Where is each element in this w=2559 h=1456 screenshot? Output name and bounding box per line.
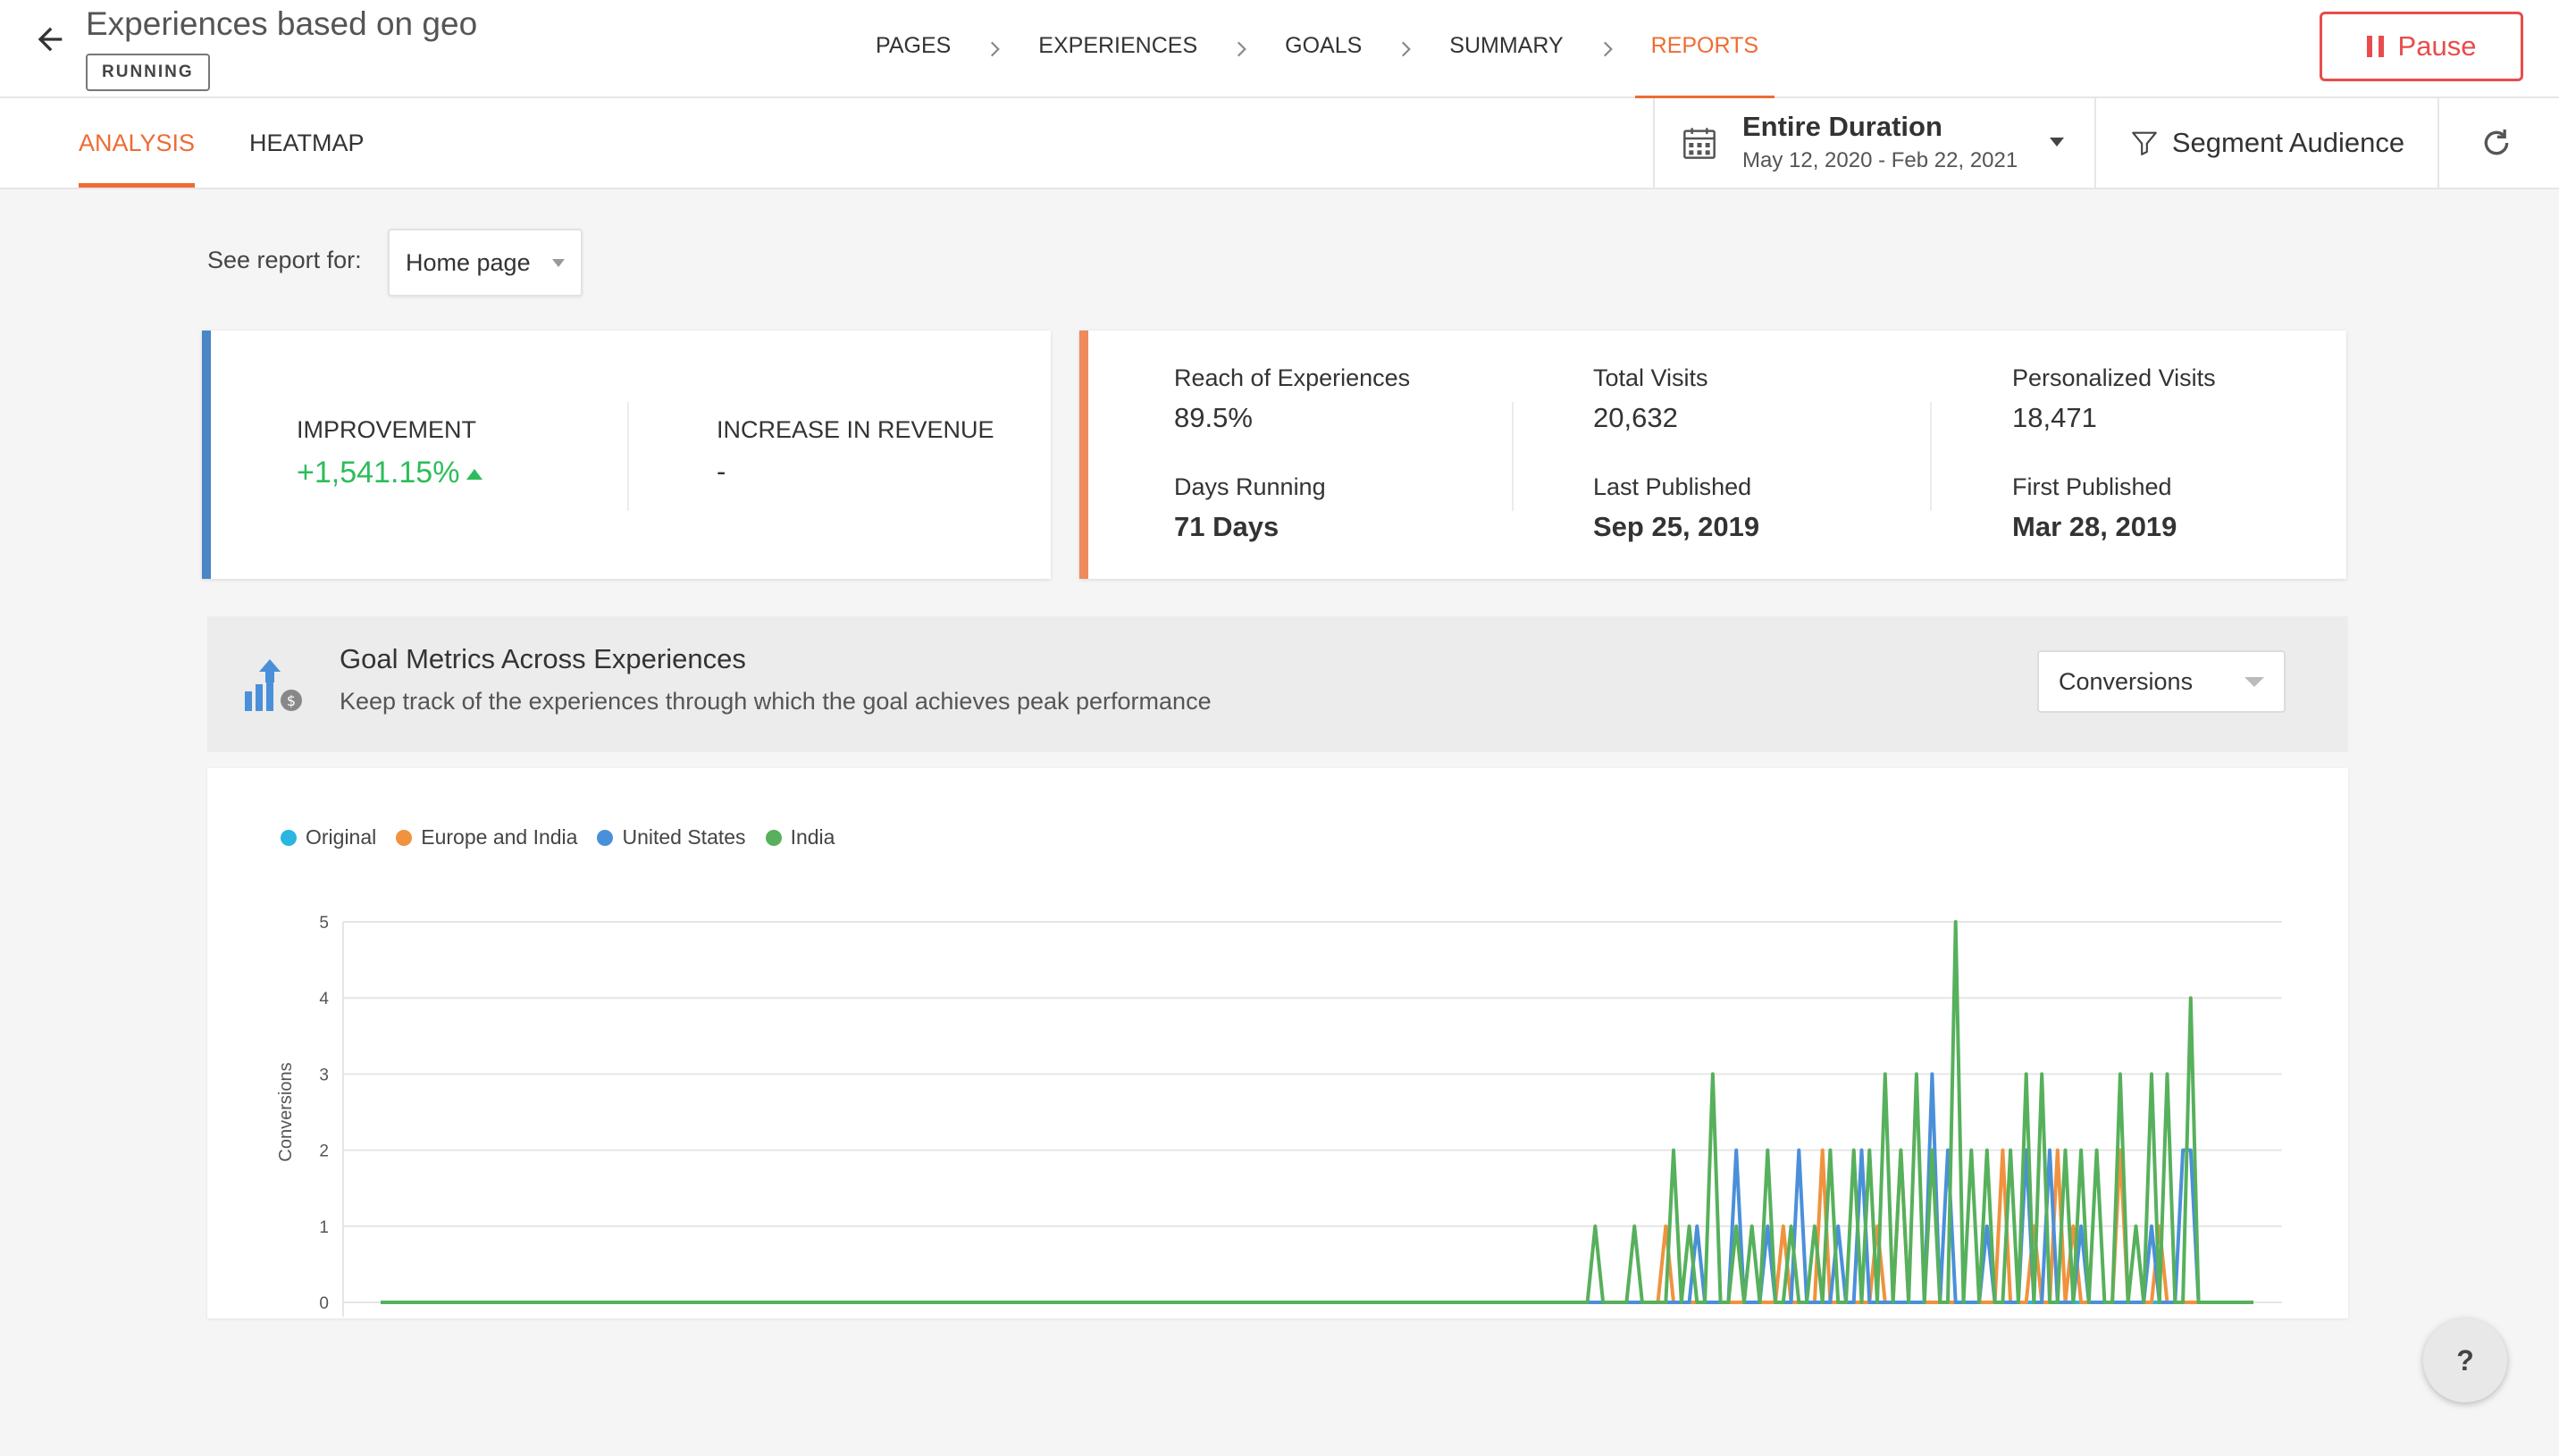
y-tick-label: 5 xyxy=(319,914,329,933)
segment-audience-button[interactable]: Segment Audience xyxy=(2096,98,2439,188)
page-title: Experiences based on geo xyxy=(86,5,478,42)
top-bar: Experiences based on geo RUNNING PAGES E… xyxy=(0,0,2559,100)
last-published-label: Last Published xyxy=(1593,473,1752,500)
step-pages[interactable]: PAGES xyxy=(876,33,952,58)
last-published-value: Sep 25, 2019 xyxy=(1593,511,1760,542)
pause-label: Pause xyxy=(2397,30,2477,62)
revenue-value: - xyxy=(717,456,726,487)
legend-item-india[interactable]: India xyxy=(765,825,835,849)
filter-icon xyxy=(2132,131,2157,155)
days-running-value: 71 Days xyxy=(1174,511,1280,542)
total-visits-label: Total Visits xyxy=(1593,364,1708,391)
tab-analysis[interactable]: ANALYSIS xyxy=(79,98,196,188)
chart-legend: Original Europe and India United States … xyxy=(281,825,835,849)
trend-up-icon xyxy=(466,469,483,481)
chevron-right-icon xyxy=(1603,41,1613,57)
y-tick-label: 1 xyxy=(319,1218,329,1237)
reach-label: Reach of Experiences xyxy=(1174,364,1411,391)
divider xyxy=(1930,402,1932,511)
personalized-visits-label: Personalized Visits xyxy=(2012,364,2216,391)
duration-picker[interactable]: Entire Duration May 12, 2020 - Feb 22, 2… xyxy=(1653,98,2096,188)
goal-metrics-title: Goal Metrics Across Experiences xyxy=(340,643,746,674)
improvement-label: IMPROVEMENT xyxy=(297,416,477,443)
legend-item-original[interactable]: Original xyxy=(281,825,376,849)
chevron-right-icon xyxy=(1238,41,1247,57)
duration-title: Entire Duration xyxy=(1742,111,1942,142)
total-visits-value: 20,632 xyxy=(1593,402,1678,433)
y-axis-label: Conversions xyxy=(276,1062,296,1161)
caret-down-icon xyxy=(2050,138,2064,146)
legend-item-united-states[interactable]: United States xyxy=(597,825,746,849)
step-goals[interactable]: GOALS xyxy=(1285,33,1363,58)
sub-nav: ANALYSIS HEATMAP Entire Duration May 12,… xyxy=(0,98,2559,189)
y-tick-label: 2 xyxy=(319,1142,329,1161)
back-arrow-icon[interactable] xyxy=(32,21,68,57)
chevron-right-icon xyxy=(1402,41,1412,57)
y-tick-label: 4 xyxy=(319,990,329,1008)
step-reports[interactable]: REPORTS xyxy=(1633,0,1776,100)
report-for-label: See report for: xyxy=(207,247,362,273)
improvement-value: +1,541.15% xyxy=(297,456,483,490)
step-nav: PAGES EXPERIENCES GOALS SUMMARY REPORTS xyxy=(858,0,1776,100)
duration-range: May 12, 2020 - Feb 22, 2021 xyxy=(1742,148,2018,172)
goal-metrics-subtitle: Keep track of the experiences through wh… xyxy=(340,688,1212,715)
legend-item-europe-india[interactable]: Europe and India xyxy=(396,825,577,849)
step-summary[interactable]: SUMMARY xyxy=(1449,33,1564,58)
help-button[interactable]: ? xyxy=(2423,1318,2507,1402)
conversions-chart: 0 1 2 3 4 5 Conversions Original Europe and In… xyxy=(207,768,2348,1318)
experience-stats-card: Reach of Experiences 89.5% Days Running … xyxy=(1079,331,2346,579)
step-experiences[interactable]: EXPERIENCES xyxy=(1038,33,1198,58)
metric-select-value: Conversions xyxy=(2059,668,2194,695)
goal-metrics-header: $ Goal Metrics Across Experiences Keep t… xyxy=(207,616,2348,752)
calendar-icon xyxy=(1683,128,1716,159)
segment-audience-label: Segment Audience xyxy=(2171,127,2405,158)
y-tick-label: 0 xyxy=(319,1294,329,1313)
revenue-label: INCREASE IN REVENUE xyxy=(717,416,994,443)
tab-heatmap[interactable]: HEATMAP xyxy=(249,130,365,156)
caret-down-icon xyxy=(552,259,565,267)
first-published-label: First Published xyxy=(2012,473,2172,500)
divider xyxy=(627,402,629,511)
personalized-visits-value: 18,471 xyxy=(2012,402,2097,433)
chart-svg: 0 1 2 3 4 5 Conversions xyxy=(276,914,2282,1317)
report-page-select[interactable]: Home page xyxy=(388,229,583,297)
chevron-right-icon xyxy=(991,41,1001,57)
days-running-label: Days Running xyxy=(1174,473,1326,500)
metric-select[interactable]: Conversions xyxy=(2037,650,2286,713)
first-published-value: Mar 28, 2019 xyxy=(2012,511,2177,542)
improvement-card: IMPROVEMENT +1,541.15% INCREASE IN REVEN… xyxy=(202,331,1051,579)
refresh-icon[interactable] xyxy=(2479,125,2514,161)
chart-growth-icon: $ xyxy=(245,659,302,711)
reach-value: 89.5% xyxy=(1174,402,1253,433)
series-line-india xyxy=(381,920,2253,1304)
report-page-value: Home page xyxy=(406,249,531,276)
svg-text:$: $ xyxy=(287,692,296,709)
pause-icon xyxy=(2366,36,2384,57)
status-badge: RUNNING xyxy=(86,54,210,91)
divider xyxy=(1512,402,1514,511)
caret-down-icon xyxy=(2244,677,2264,687)
pause-button[interactable]: Pause xyxy=(2320,12,2523,81)
y-tick-label: 3 xyxy=(319,1066,329,1084)
